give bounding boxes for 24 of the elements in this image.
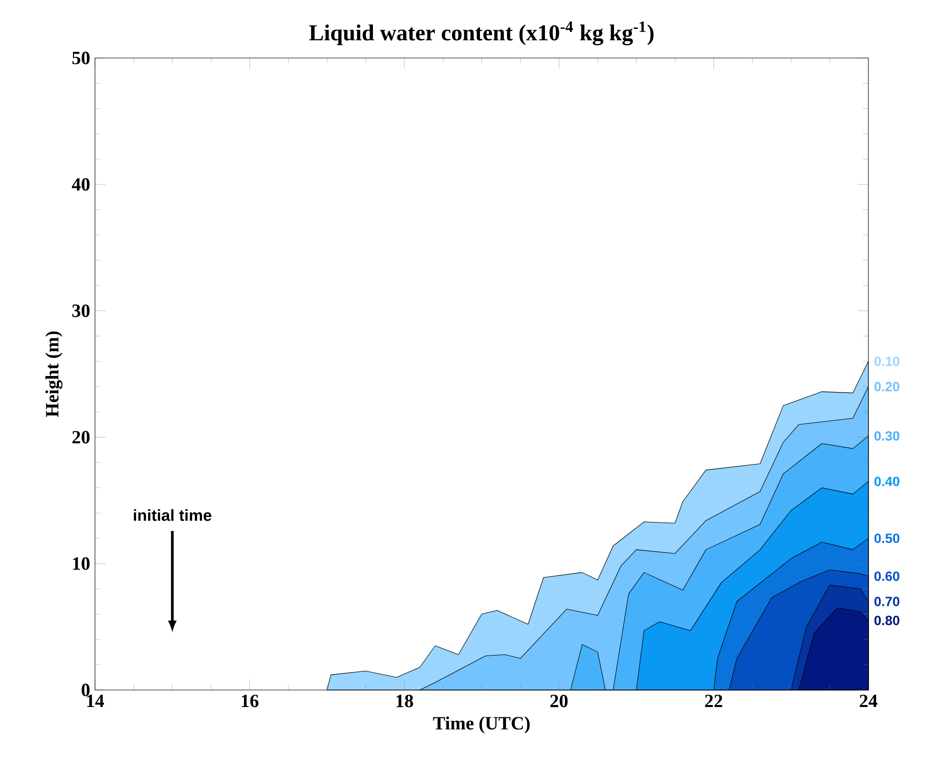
y-tick-label: 10: [73, 557, 90, 570]
x-tick-label: 16: [242, 694, 258, 708]
x-tick-label: 18: [396, 694, 414, 708]
series-label: 0.10: [874, 356, 900, 366]
x-tick-label: 24: [860, 694, 878, 708]
annotation: initial time: [134, 509, 212, 521]
x-tick-label: 14: [87, 694, 104, 708]
series-label: 0.40: [874, 476, 900, 486]
y-tick-label: 40: [72, 178, 90, 191]
y-tick-label: 50: [72, 52, 90, 64]
series-label: 0.60: [874, 572, 900, 581]
series-label: 0.30: [874, 431, 900, 441]
x-tick-label: 20: [550, 694, 568, 708]
series-label: 0.80: [874, 616, 900, 626]
y-tick-label: 20: [72, 430, 90, 444]
y-tick-label: 0: [82, 684, 90, 696]
y-tick-label: 30: [72, 304, 90, 318]
y-axis-title: Height (m): [45, 332, 62, 417]
series-label: 0.70: [874, 596, 900, 606]
series-label: 0.20: [874, 382, 900, 392]
chart-title: Liquid water content (x10$^{-4}$ kg kg$^{-1}$): [309, 21, 654, 46]
x-tick-label: 22: [705, 694, 722, 708]
x-axis-title: Time (UTC): [433, 716, 530, 734]
series-label: 0.50: [874, 534, 900, 544]
